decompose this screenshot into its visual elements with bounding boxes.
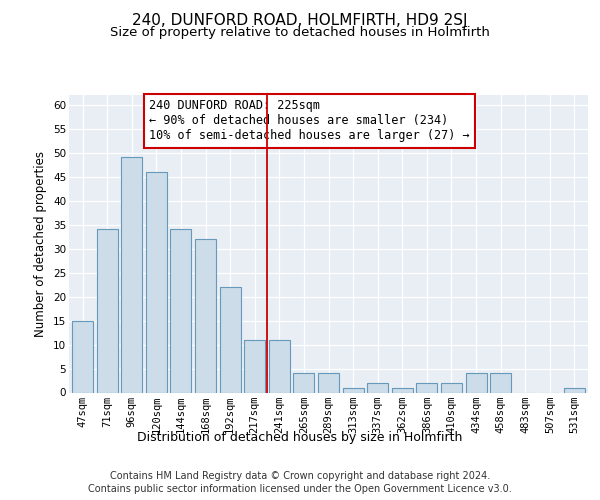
Bar — [318, 374, 339, 392]
Bar — [220, 287, 241, 393]
Text: Contains public sector information licensed under the Open Government Licence v3: Contains public sector information licen… — [88, 484, 512, 494]
Y-axis label: Number of detached properties: Number of detached properties — [34, 151, 47, 337]
Bar — [72, 320, 93, 392]
Text: 240 DUNFORD ROAD: 225sqm
← 90% of detached houses are smaller (234)
10% of semi-: 240 DUNFORD ROAD: 225sqm ← 90% of detach… — [149, 100, 470, 142]
Bar — [416, 383, 437, 392]
Bar — [343, 388, 364, 392]
Bar — [392, 388, 413, 392]
Bar — [293, 374, 314, 392]
Bar — [367, 383, 388, 392]
Bar — [466, 374, 487, 392]
Bar — [97, 230, 118, 392]
Bar — [195, 239, 216, 392]
Bar — [490, 374, 511, 392]
Text: Contains HM Land Registry data © Crown copyright and database right 2024.: Contains HM Land Registry data © Crown c… — [110, 471, 490, 481]
Bar — [269, 340, 290, 392]
Text: 240, DUNFORD ROAD, HOLMFIRTH, HD9 2SJ: 240, DUNFORD ROAD, HOLMFIRTH, HD9 2SJ — [132, 12, 468, 28]
Bar — [564, 388, 585, 392]
Text: Size of property relative to detached houses in Holmfirth: Size of property relative to detached ho… — [110, 26, 490, 39]
Bar — [170, 230, 191, 392]
Bar — [441, 383, 462, 392]
Bar — [146, 172, 167, 392]
Text: Distribution of detached houses by size in Holmfirth: Distribution of detached houses by size … — [137, 431, 463, 444]
Bar — [244, 340, 265, 392]
Bar — [121, 158, 142, 392]
